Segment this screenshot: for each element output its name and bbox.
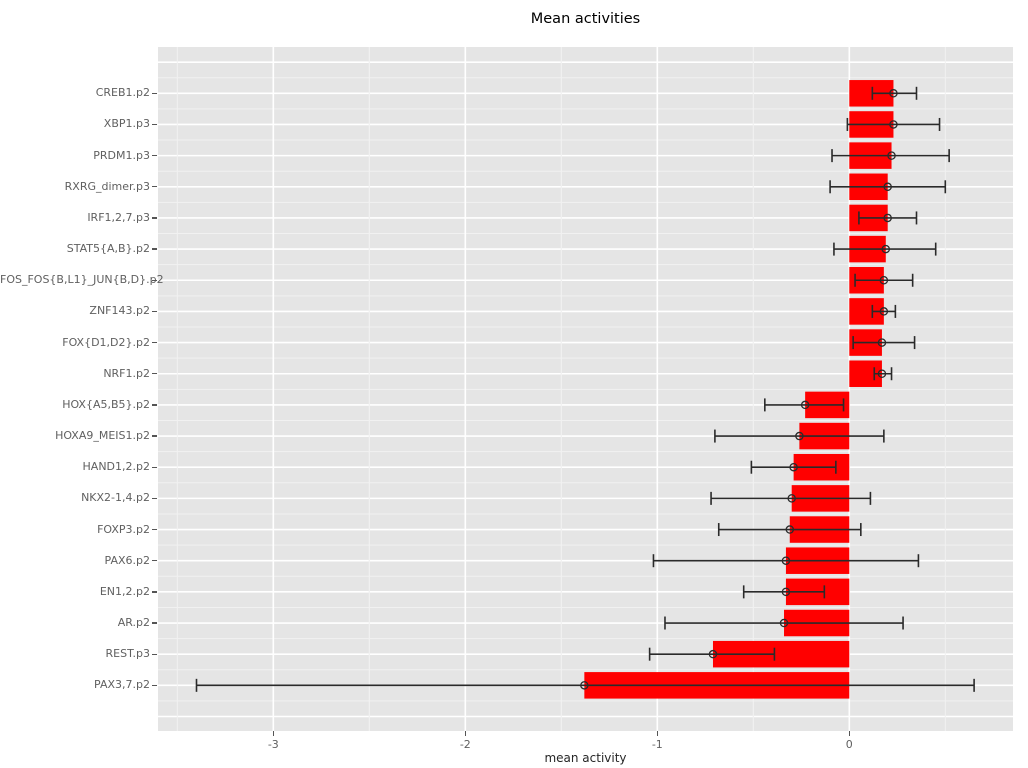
y-tick-mark <box>152 248 157 250</box>
y-tick-mark <box>152 404 157 406</box>
y-tick-label: HOXA9_MEIS1.p2 <box>55 429 150 443</box>
y-tick-label: FOS_FOS{B,L1}_JUN{B,D}.p2 <box>0 273 164 287</box>
y-tick-label: FOXP3.p2 <box>97 522 150 536</box>
error-bar-marker <box>781 556 791 565</box>
y-tick-mark <box>152 310 157 313</box>
error-bar-marker <box>887 151 896 160</box>
y-tick-label: XBP1.p3 <box>103 117 150 131</box>
error-bar-marker <box>789 462 798 472</box>
y-tick-mark <box>152 497 157 500</box>
y-tick-label: NKX2-1,4.p2 <box>81 491 150 505</box>
y-tick-mark <box>152 341 157 344</box>
error-bar-marker <box>779 618 789 628</box>
y-tick-mark <box>152 217 157 219</box>
x-tick-mark <box>464 731 466 736</box>
x-tick-mark <box>656 731 658 736</box>
error-bar-marker <box>800 400 810 410</box>
x-tick-label: -3 <box>267 738 279 751</box>
y-tick-label: AR.p2 <box>117 616 150 630</box>
x-tick-label: -2 <box>459 738 471 751</box>
y-tick-label: PAX6.p2 <box>104 553 150 567</box>
x-tick-label: -1 <box>651 738 663 751</box>
x-tick-mark <box>848 731 850 736</box>
y-tick-label: HAND1,2.p2 <box>82 460 150 474</box>
error-bar-marker <box>877 338 887 347</box>
error-bar-marker <box>879 307 889 316</box>
y-tick-mark <box>152 653 157 655</box>
error-bar-marker <box>883 182 892 192</box>
y-tick-mark <box>152 154 157 157</box>
y-tick-label: EN1,2.p2 <box>99 584 150 598</box>
y-tick-label: CREB1.p2 <box>95 86 150 100</box>
y-tick-label: ZNF143.p2 <box>89 304 150 318</box>
chart-title: Mean activities <box>530 11 641 27</box>
error-bar-marker <box>708 649 718 659</box>
x-axis-title: mean activity <box>544 751 627 765</box>
error-bar-marker <box>879 276 889 285</box>
y-tick-mark <box>152 684 157 686</box>
error-bar-marker <box>881 244 891 254</box>
y-tick-label: PAX3,7.p2 <box>94 678 150 692</box>
error-bar-marker <box>889 89 898 98</box>
y-tick-label: NRF1.p2 <box>103 366 150 380</box>
error-bar-marker <box>877 369 887 378</box>
y-tick-mark <box>152 435 157 437</box>
error-bar-marker <box>580 681 589 690</box>
y-tick-mark <box>152 279 157 281</box>
error-bar-marker <box>889 120 898 129</box>
y-tick-mark <box>152 528 157 531</box>
y-tick-label: REST.p3 <box>105 647 150 661</box>
y-tick-label: PRDM1.p3 <box>93 148 150 162</box>
error-bar-marker <box>795 431 804 441</box>
y-tick-label: STAT5{A,B}.p2 <box>66 242 150 256</box>
x-tick-label: 0 <box>845 738 853 751</box>
plot-panel <box>158 47 1013 731</box>
plot-area <box>158 47 1013 731</box>
y-tick-mark <box>152 591 157 593</box>
error-bar-marker <box>883 213 892 223</box>
y-tick-mark <box>152 373 157 375</box>
y-tick-label: IRF1,2,7.p3 <box>87 210 150 224</box>
y-tick-mark <box>152 186 157 188</box>
error-bar-marker <box>785 525 795 534</box>
error-bar-marker <box>787 494 796 503</box>
y-tick-mark <box>152 123 157 126</box>
y-tick-mark <box>152 560 157 562</box>
x-tick-mark <box>272 731 274 736</box>
y-tick-label: HOX{A5,B5}.p2 <box>62 397 150 411</box>
y-tick-label: FOX{D1,D2}.p2 <box>62 335 150 349</box>
y-tick-mark <box>152 466 157 468</box>
y-tick-mark <box>152 92 157 94</box>
y-tick-mark <box>152 622 157 624</box>
y-tick-label: RXRG_dimer.p3 <box>64 179 150 193</box>
error-bar-marker <box>781 587 791 597</box>
